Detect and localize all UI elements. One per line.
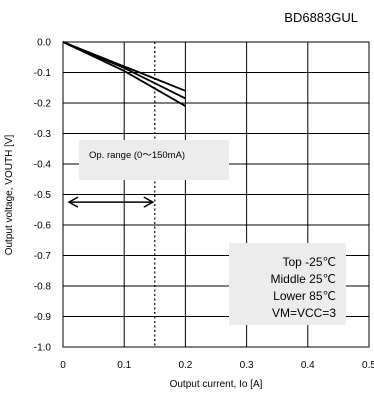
x-tick-labels: 0 0.1 0.2 0.3 0.4 0.5 [60,360,374,371]
y-tick-label: -0.4 [34,160,52,171]
x-tick-label: 0.2 [178,360,192,371]
arrow-head-left [67,196,79,208]
series-line-2 [62,41,186,100]
x-tick-label: 0.3 [240,360,254,371]
y-tick-label: 0.0 [37,38,51,49]
y-tick-label: -0.6 [34,221,52,232]
x-axis-label: Output current, Io [A] [170,379,263,390]
y-tick-labels: 0.0 -0.1 -0.2 -0.3 -0.4 -0.5 -0.6 -0.7 -0.8 -0.9 -… [34,38,52,354]
chart-title: BD6883GUL [284,10,358,25]
y-tick-label: -0.8 [34,282,52,293]
legend-line-3: Lower 85℃ [273,289,336,303]
legend-line-2: Middle 25℃ [270,272,336,286]
x-tick-label: 0.4 [301,360,315,371]
x-tick-label: 0 [60,360,66,371]
series-lines [62,41,186,107]
x-tick-label: 0.5 [362,360,374,371]
op-range-arrow [67,196,155,208]
op-range-annotation: Op. range (0〜150mA) [67,140,229,208]
x-tick-label: 0.1 [117,360,131,371]
legend: Top -25℃ Middle 25℃ Lower 85℃ VM=VCC=3 [229,243,346,325]
y-tick-label: -0.9 [34,312,52,323]
y-axis-label: Output voltage, VOUTH [V] [4,134,15,255]
op-range-label: Op. range (0〜150mA) [89,150,185,161]
y-tick-label: -0.5 [34,190,52,201]
arrow-head-right [143,196,155,208]
legend-box [229,243,346,325]
legend-line-1: Top -25℃ [282,255,336,269]
y-tick-label: -0.3 [34,129,52,140]
legend-line-4: VM=VCC=3 [272,306,336,320]
y-tick-label: -0.2 [34,99,52,110]
series-line-3 [62,41,186,107]
y-tick-label: -1.0 [34,343,52,354]
y-tick-label: -0.1 [34,68,52,79]
y-tick-label: -0.7 [34,251,52,262]
op-range-label-box [79,140,229,180]
